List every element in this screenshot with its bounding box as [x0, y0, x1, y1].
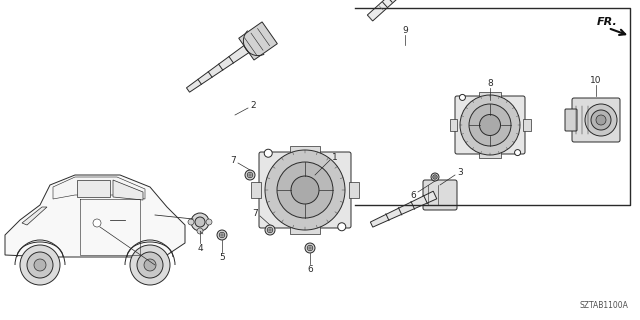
- Bar: [479, 152, 501, 158]
- Text: 8: 8: [487, 78, 493, 87]
- Circle shape: [265, 225, 275, 235]
- Text: 4: 4: [197, 244, 203, 252]
- Circle shape: [515, 149, 520, 156]
- Bar: [290, 226, 320, 234]
- Circle shape: [591, 110, 611, 130]
- Circle shape: [460, 94, 465, 100]
- Text: 7: 7: [230, 156, 236, 164]
- Circle shape: [305, 243, 315, 253]
- Circle shape: [460, 95, 520, 155]
- Bar: [479, 92, 501, 98]
- Text: FR.: FR.: [597, 17, 618, 27]
- Circle shape: [206, 219, 212, 225]
- Circle shape: [144, 259, 156, 271]
- Circle shape: [264, 149, 272, 157]
- Polygon shape: [53, 177, 145, 199]
- FancyBboxPatch shape: [259, 152, 351, 228]
- Text: 9: 9: [402, 26, 408, 35]
- Polygon shape: [5, 175, 185, 257]
- Circle shape: [431, 173, 439, 181]
- Text: 1: 1: [332, 153, 338, 162]
- Bar: [449, 119, 457, 131]
- Circle shape: [130, 245, 170, 285]
- Circle shape: [20, 245, 60, 285]
- Bar: [523, 119, 531, 131]
- Text: 5: 5: [219, 252, 225, 261]
- Bar: [290, 146, 320, 154]
- Circle shape: [197, 228, 203, 234]
- Circle shape: [433, 175, 437, 179]
- Circle shape: [245, 170, 255, 180]
- Text: SZTAB1100A: SZTAB1100A: [579, 301, 628, 310]
- Circle shape: [188, 219, 194, 225]
- Text: 2: 2: [250, 100, 256, 109]
- Polygon shape: [239, 22, 277, 60]
- Circle shape: [93, 219, 101, 227]
- Text: 3: 3: [457, 167, 463, 177]
- Circle shape: [277, 162, 333, 218]
- Circle shape: [479, 115, 500, 135]
- Bar: [251, 182, 261, 198]
- Polygon shape: [77, 180, 110, 197]
- Circle shape: [268, 227, 273, 233]
- Circle shape: [291, 176, 319, 204]
- Circle shape: [307, 245, 313, 251]
- FancyBboxPatch shape: [455, 96, 525, 154]
- Circle shape: [247, 172, 253, 178]
- Circle shape: [191, 213, 209, 231]
- Polygon shape: [22, 207, 47, 225]
- Polygon shape: [367, 0, 428, 21]
- Text: 7: 7: [252, 209, 258, 218]
- Circle shape: [338, 223, 346, 231]
- FancyBboxPatch shape: [572, 98, 620, 142]
- Polygon shape: [371, 191, 436, 227]
- Bar: [349, 182, 359, 198]
- Circle shape: [195, 217, 205, 227]
- FancyBboxPatch shape: [423, 180, 457, 210]
- Text: 10: 10: [590, 76, 602, 84]
- Text: 6: 6: [307, 265, 313, 274]
- Circle shape: [265, 150, 345, 230]
- Circle shape: [596, 115, 606, 125]
- Circle shape: [137, 252, 163, 278]
- FancyBboxPatch shape: [565, 109, 577, 131]
- Circle shape: [27, 252, 53, 278]
- Circle shape: [469, 104, 511, 146]
- Circle shape: [585, 104, 617, 136]
- Polygon shape: [113, 180, 143, 200]
- Polygon shape: [186, 45, 249, 92]
- Text: 6: 6: [410, 190, 416, 199]
- Circle shape: [220, 232, 225, 238]
- Circle shape: [217, 230, 227, 240]
- Circle shape: [34, 259, 46, 271]
